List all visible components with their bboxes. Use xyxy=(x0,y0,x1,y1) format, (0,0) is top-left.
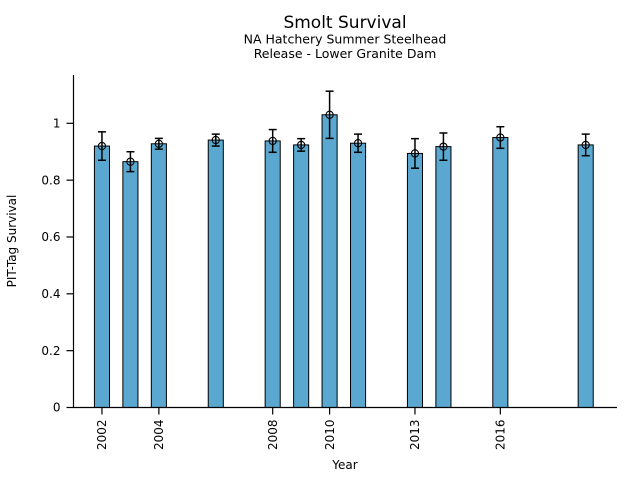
bar-2008 xyxy=(264,140,281,409)
marker-2009 xyxy=(296,140,306,150)
x-tick-label-2010: 2010 xyxy=(323,420,337,451)
chart-subtitle-line1: NA Hatchery Summer Steelhead xyxy=(244,32,447,47)
x-axis-label: Year xyxy=(331,458,357,472)
y-axis-label: PIT-Tag Survival xyxy=(5,195,19,288)
marker-2006 xyxy=(211,135,220,145)
bar-2011 xyxy=(350,142,367,408)
y-tick-label-0.4: 0.4 xyxy=(41,287,60,301)
x-tick-label-2013: 2013 xyxy=(408,420,422,451)
marker-2003 xyxy=(126,157,135,166)
y-tick-label-1: 1 xyxy=(53,117,61,131)
marker-2004 xyxy=(154,139,164,148)
x-tick-label-2004: 2004 xyxy=(152,420,166,451)
bar-2014 xyxy=(435,146,452,408)
marker-2016 xyxy=(496,133,505,142)
y-tick-label-0.6: 0.6 xyxy=(41,230,60,244)
marker-2011 xyxy=(353,139,363,148)
x-tick-label-2002: 2002 xyxy=(95,420,109,451)
bar-2002 xyxy=(93,145,110,409)
marker-2010 xyxy=(325,110,334,119)
x-tick-label-2016: 2016 xyxy=(494,420,508,451)
marker-2019 xyxy=(581,140,590,150)
plot-area: 0 0.2 0.4 0.6 0.8 1 2002 2004 2008 2010 2013 2016 xyxy=(41,75,617,450)
chart-title: Smolt Survival xyxy=(283,13,406,33)
y-tick-label-0.2: 0.2 xyxy=(41,344,60,358)
chart-subtitle-line2: Release - Lower Granite Dam xyxy=(254,46,437,61)
x-tick-label-2008: 2008 xyxy=(266,420,280,451)
y-tick-label-0.8: 0.8 xyxy=(41,173,60,187)
bar-2010 xyxy=(321,114,338,409)
y-tick-label-0: 0 xyxy=(53,401,61,415)
bar-2006 xyxy=(207,139,224,408)
marker-2013 xyxy=(410,149,420,158)
bar-2003 xyxy=(122,161,139,408)
bar-2013 xyxy=(406,152,424,408)
bar-2009 xyxy=(293,144,310,409)
marker-2002 xyxy=(97,141,107,151)
bar-2004 xyxy=(150,143,167,408)
marker-2014 xyxy=(439,142,448,151)
marker-2008 xyxy=(268,136,277,146)
bar-2019 xyxy=(577,144,594,409)
bar-2016 xyxy=(492,137,509,408)
